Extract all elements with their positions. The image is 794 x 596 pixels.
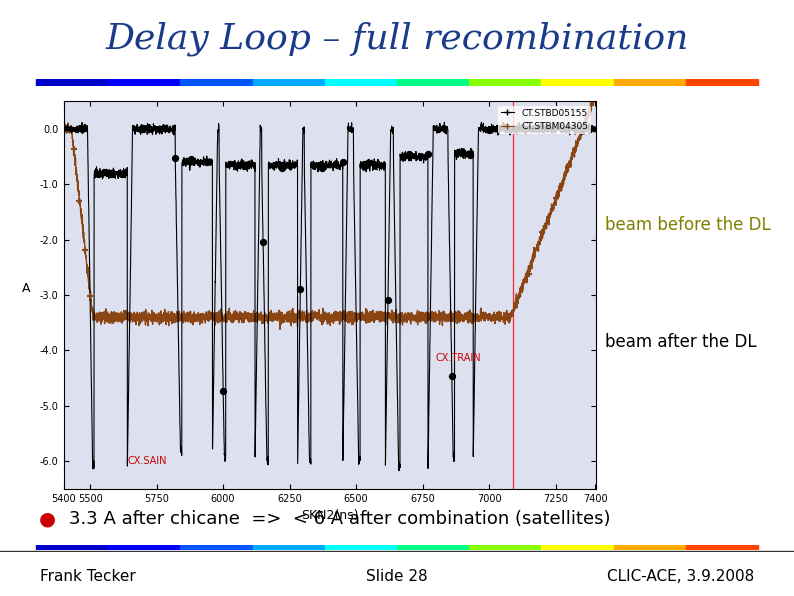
Bar [397,545,469,550]
Point [137,311,149,320]
Point [337,157,349,166]
Point [403,150,415,159]
Bar [180,79,252,86]
Bar [469,79,542,86]
Point [522,269,535,278]
Point [153,125,166,134]
Text: Frank Tecker: Frank Tecker [40,569,136,584]
Bar [469,545,542,550]
Text: Slide 28: Slide 28 [366,569,428,584]
Text: CLIC-ACE, 3.9.2008: CLIC-ACE, 3.9.2008 [607,569,754,584]
Bar [542,79,614,86]
Point [238,161,251,170]
Bar [325,545,397,550]
Point [169,153,182,163]
Point [73,197,86,206]
Bar [36,545,108,550]
Point [276,163,288,173]
Point [483,125,495,135]
Bar [614,79,686,86]
Point [509,299,522,308]
Bar [542,545,614,550]
Point [201,157,214,166]
Point [549,193,562,203]
Y-axis label: A: A [21,282,30,295]
Point [499,123,511,132]
Text: beam before the DL: beam before the DL [605,216,771,234]
Point [100,314,113,324]
Text: Delay Loop – full recombination: Delay Loop – full recombination [106,21,688,56]
Bar [686,545,758,550]
Point [536,227,549,237]
Bar [36,79,108,86]
Text: CX.SAIN: CX.SAIN [127,455,167,465]
Bar [252,79,325,86]
Point [67,145,80,154]
Legend: CT.STBD05155, CT.STBM04305: CT.STBD05155, CT.STBM04305 [498,106,591,134]
Point [116,169,129,178]
Point [185,154,198,163]
Point [79,246,91,255]
Text: CX.TRAIN: CX.TRAIN [436,353,481,363]
Point [92,169,105,179]
Bar [614,545,686,550]
Point [422,149,434,159]
Point [464,150,477,159]
Point [83,291,96,301]
Point [382,295,395,305]
X-axis label: SKN2(ns): SKN2(ns) [301,509,358,522]
Bar [180,545,252,550]
Point [105,169,118,178]
Text: 3.3 A after chicane  =>  < 6 A after combination (satellites): 3.3 A after chicane => < 6 A after combi… [69,510,611,527]
Point [217,387,229,396]
Point [445,371,458,381]
Point [294,284,306,294]
Point [137,123,149,133]
Point [358,159,371,169]
Bar [108,545,180,550]
Bar [325,79,397,86]
Text: beam after the DL: beam after the DL [605,333,757,350]
Bar [108,79,180,86]
Point [315,163,328,173]
Point [256,237,269,247]
Bar [686,79,758,86]
Bar [397,79,469,86]
Bar [252,545,325,550]
Point [116,312,129,321]
Text: ●: ● [39,509,56,528]
